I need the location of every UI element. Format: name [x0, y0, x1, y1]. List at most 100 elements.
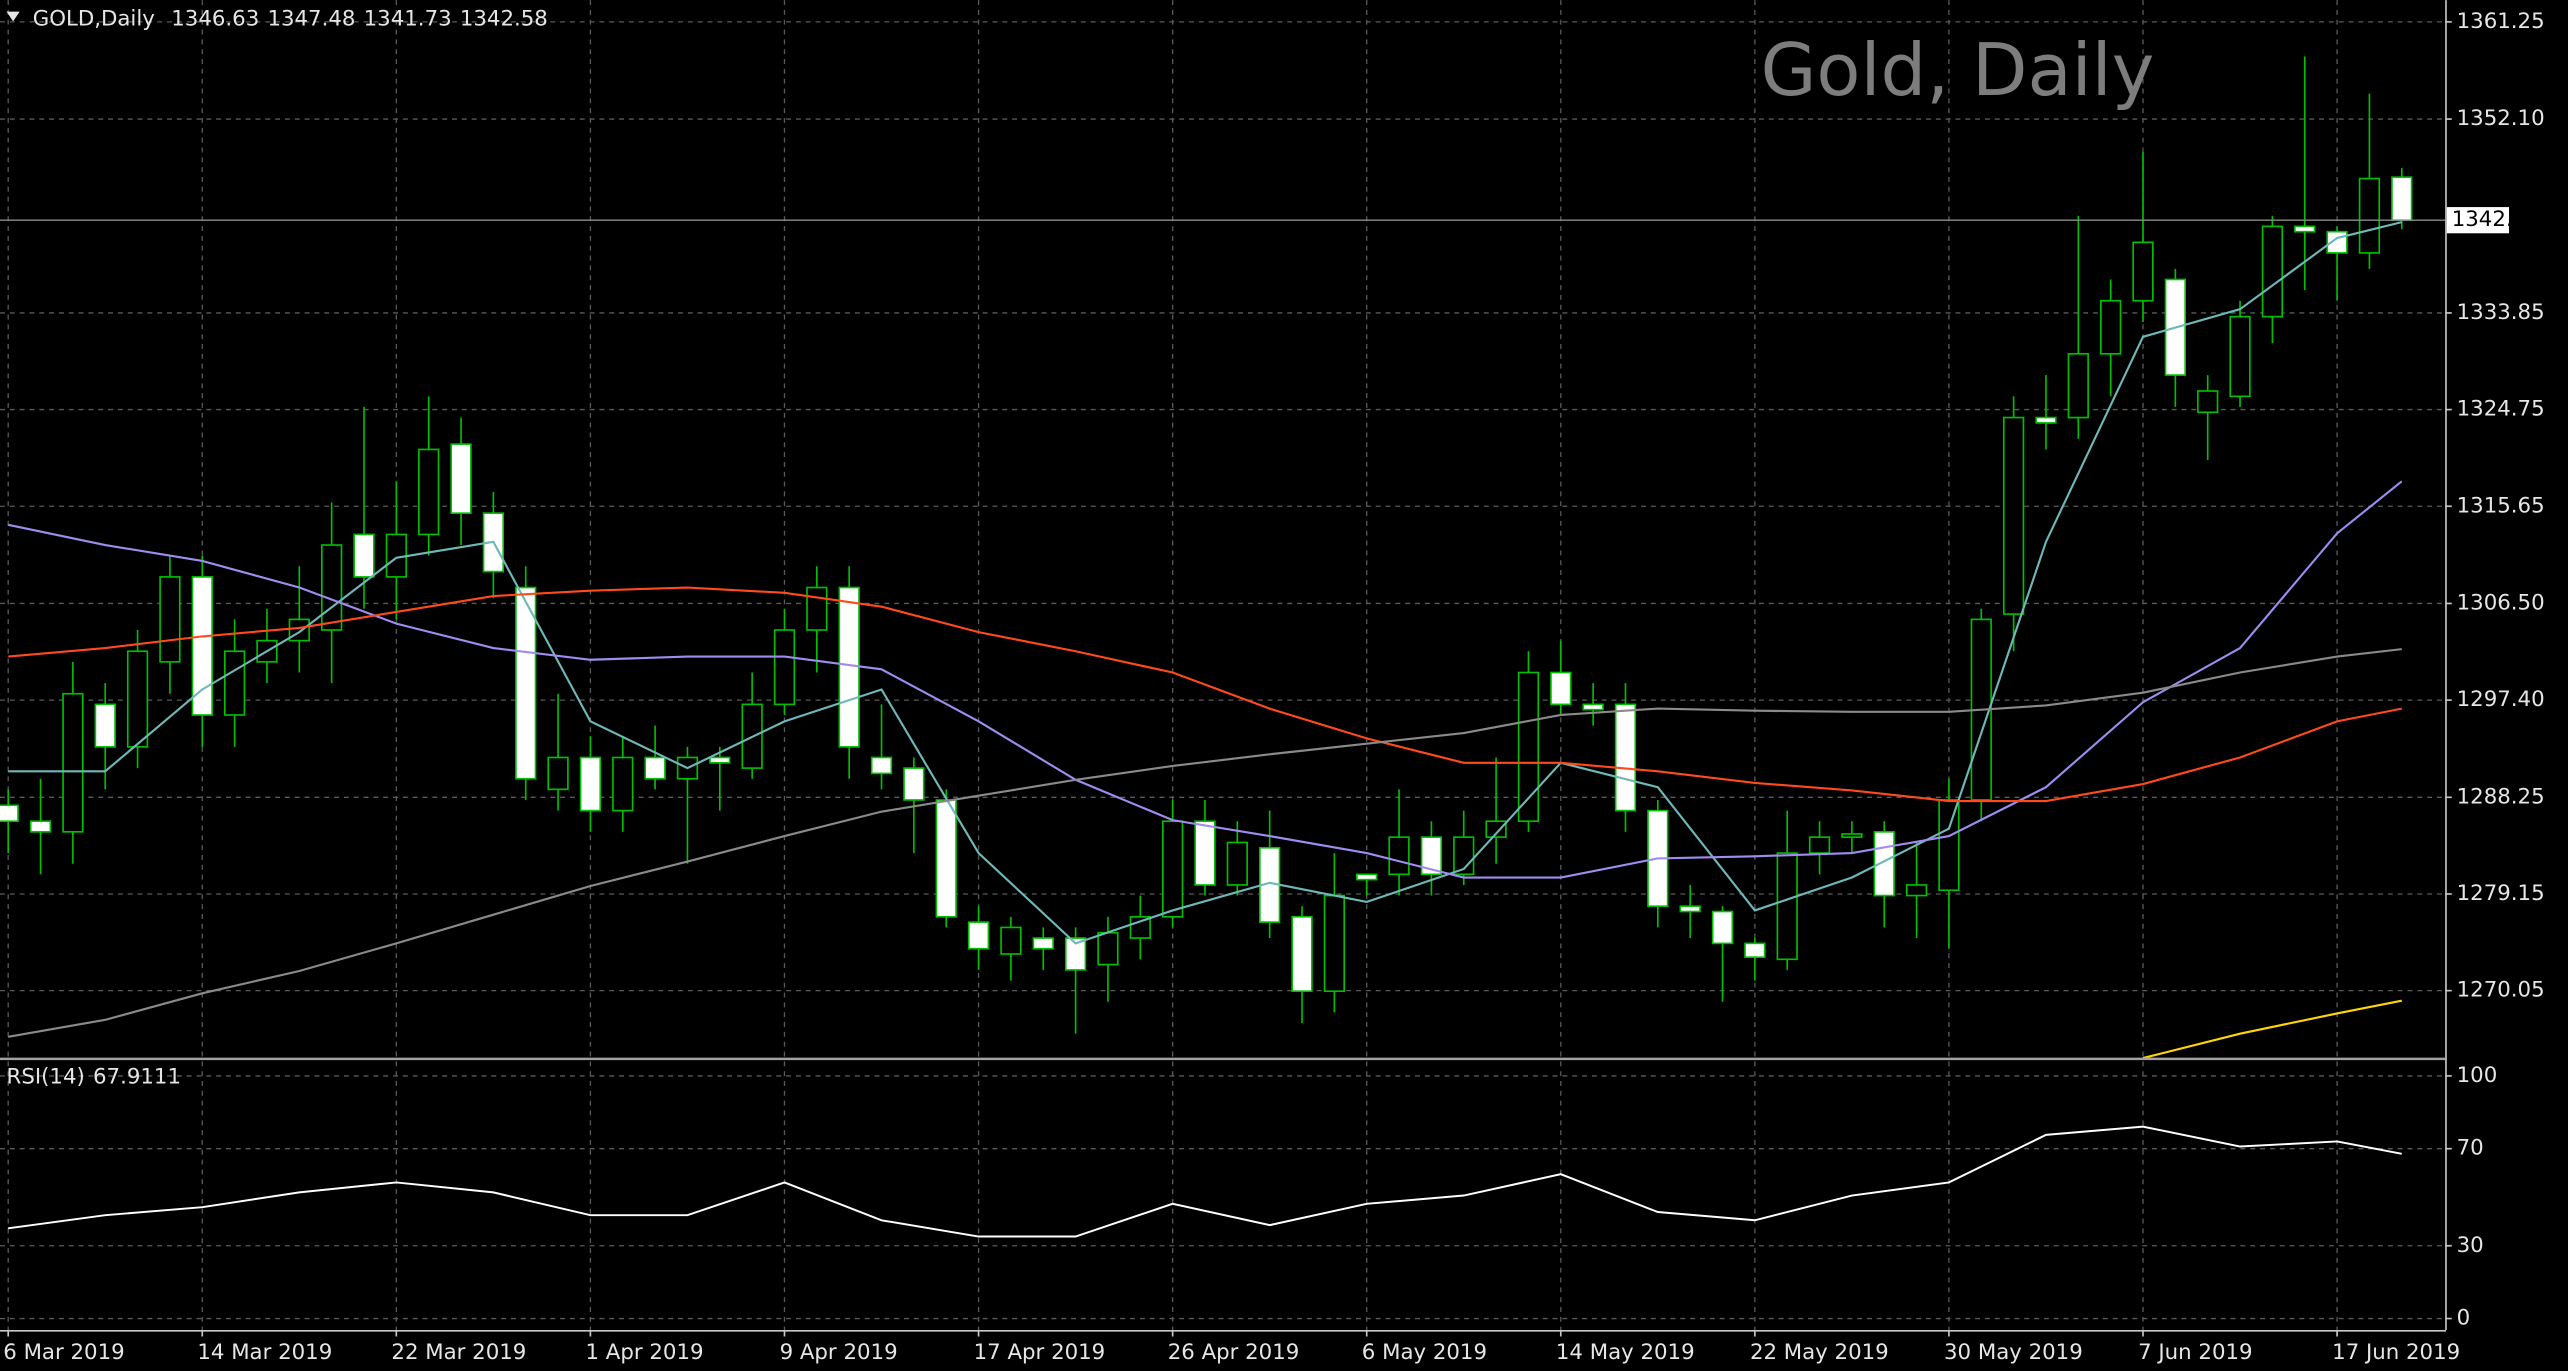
candle-body: [418, 448, 440, 536]
candle-body: [1388, 836, 1410, 876]
candle-body: [2391, 176, 2413, 222]
y-tick-label: 1315.65: [2457, 493, 2545, 518]
chart-header: GOLD,Daily 1346.63 1347.48 1341.73 1342.58: [33, 7, 548, 32]
collapse-arrow[interactable]: [6, 11, 20, 22]
x-tick-label: 30 May 2019: [1944, 1340, 2083, 1365]
candle-body: [2229, 315, 2251, 398]
rsi-line: [8, 1125, 2402, 1238]
candle-body: [1097, 931, 1119, 966]
candle-body: [2100, 299, 2122, 355]
candle-body: [1356, 873, 1378, 881]
candle-body: [547, 756, 569, 791]
candle-body: [1485, 820, 1507, 838]
symbol: GOLD,Daily: [33, 7, 155, 32]
candle-body: [1841, 833, 1863, 838]
candle-body: [223, 650, 246, 716]
y-tick-label: 1333.85: [2457, 300, 2545, 325]
candle-body: [1582, 703, 1604, 711]
moving-average: [7, 480, 2403, 879]
open-value: 1346.63: [171, 7, 259, 32]
candle-body: [1291, 915, 1313, 992]
candle-body: [1614, 703, 1637, 812]
x-tick-label: 26 Apr 2019: [1168, 1340, 1300, 1365]
candle-body: [1226, 841, 1248, 886]
y-tick-label: 100: [2457, 1063, 2498, 1088]
candle-body: [1905, 884, 1928, 897]
low-value: 1341.73: [364, 7, 452, 32]
rsi-title: RSI(14): [7, 1065, 85, 1090]
candle-body: [2294, 225, 2316, 233]
moving-average: [8, 648, 2402, 1038]
candle-body: [450, 443, 472, 514]
candle-body: [2035, 416, 2057, 424]
x-tick-label: 14 Mar 2019: [197, 1340, 332, 1365]
watermark: Gold, Daily: [1761, 28, 2155, 112]
price-tag-label: 1342.58: [2452, 207, 2540, 232]
candle-body: [126, 650, 149, 748]
candle-body: [1711, 910, 1734, 945]
candle-body: [515, 586, 537, 780]
x-tick-label: 14 May 2019: [1556, 1340, 1695, 1365]
candle-body: [1323, 894, 1346, 992]
candle-body: [1000, 926, 1022, 955]
axis-layer: 1270.05 1279.15 1288.25 1297.40 1306.50 1315.…: [3, 9, 2544, 1365]
y-tick-label: 1361.25: [2457, 9, 2545, 34]
candle-body: [1032, 937, 1054, 950]
candle-body: [1161, 820, 1184, 918]
candle-body: [1420, 836, 1443, 876]
candle-body: [838, 586, 860, 748]
candle-body: [191, 576, 213, 716]
candle-body: [353, 533, 375, 578]
x-tick-label: 22 Mar 2019: [391, 1340, 526, 1365]
candle-body: [2261, 225, 2284, 318]
candle-body: [1550, 671, 1572, 706]
candle-body: [321, 544, 343, 631]
y-tick-label: 1324.75: [2457, 397, 2545, 422]
candle-body: [1679, 905, 1701, 913]
candle-body: [870, 756, 893, 775]
candle-body: [2358, 177, 2381, 254]
x-tick-label: 6 Mar 2019: [3, 1340, 124, 1365]
candle-body: [288, 618, 310, 642]
candle-body: [1776, 852, 1798, 961]
moving-average: [8, 221, 2403, 945]
y-tick-label: 1270.05: [2457, 978, 2545, 1003]
candle-body: [159, 576, 181, 663]
y-tick-label: 1288.25: [2457, 784, 2545, 809]
candle-body: [2002, 416, 2025, 615]
candle-body: [967, 921, 990, 950]
x-tick-label: 6 May 2019: [1362, 1340, 1487, 1365]
price-tag: [2446, 207, 2510, 234]
moving-average: [2142, 999, 2402, 1060]
y-tick-label: 1306.50: [2457, 590, 2545, 615]
candle-body: [1938, 799, 1960, 892]
close-value: 1342.58: [460, 7, 548, 32]
candle-body: [2132, 241, 2154, 302]
x-tick-label: 7 Jun 2019: [2138, 1340, 2252, 1365]
candle-body: [644, 756, 666, 780]
x-tick-label: 1 Apr 2019: [585, 1340, 703, 1365]
candle-body: [773, 629, 796, 706]
y-tick-label: 0: [2457, 1306, 2471, 1331]
x-tick-label: 17 Jun 2019: [2332, 1340, 2460, 1365]
high-value: 1347.48: [267, 7, 355, 32]
x-tick-label: 9 Apr 2019: [780, 1340, 898, 1365]
y-tick-label: 1279.15: [2457, 881, 2545, 906]
grid-layer: [0, 0, 2446, 1330]
candle-body: [1194, 820, 1216, 886]
x-tick-label: 17 Apr 2019: [974, 1340, 1106, 1365]
candle-body: [935, 799, 957, 918]
candle-body: [903, 767, 925, 801]
y-tick-label: 70: [2457, 1136, 2484, 1161]
rsi-value: 67.9111: [93, 1065, 181, 1090]
y-tick-label: 1297.40: [2457, 687, 2545, 712]
candle-body: [612, 756, 634, 812]
mark-layer: [0, 56, 2446, 1238]
candle-body: [0, 804, 19, 823]
y-tick-label: 30: [2457, 1233, 2484, 1258]
candle-body: [62, 692, 84, 833]
